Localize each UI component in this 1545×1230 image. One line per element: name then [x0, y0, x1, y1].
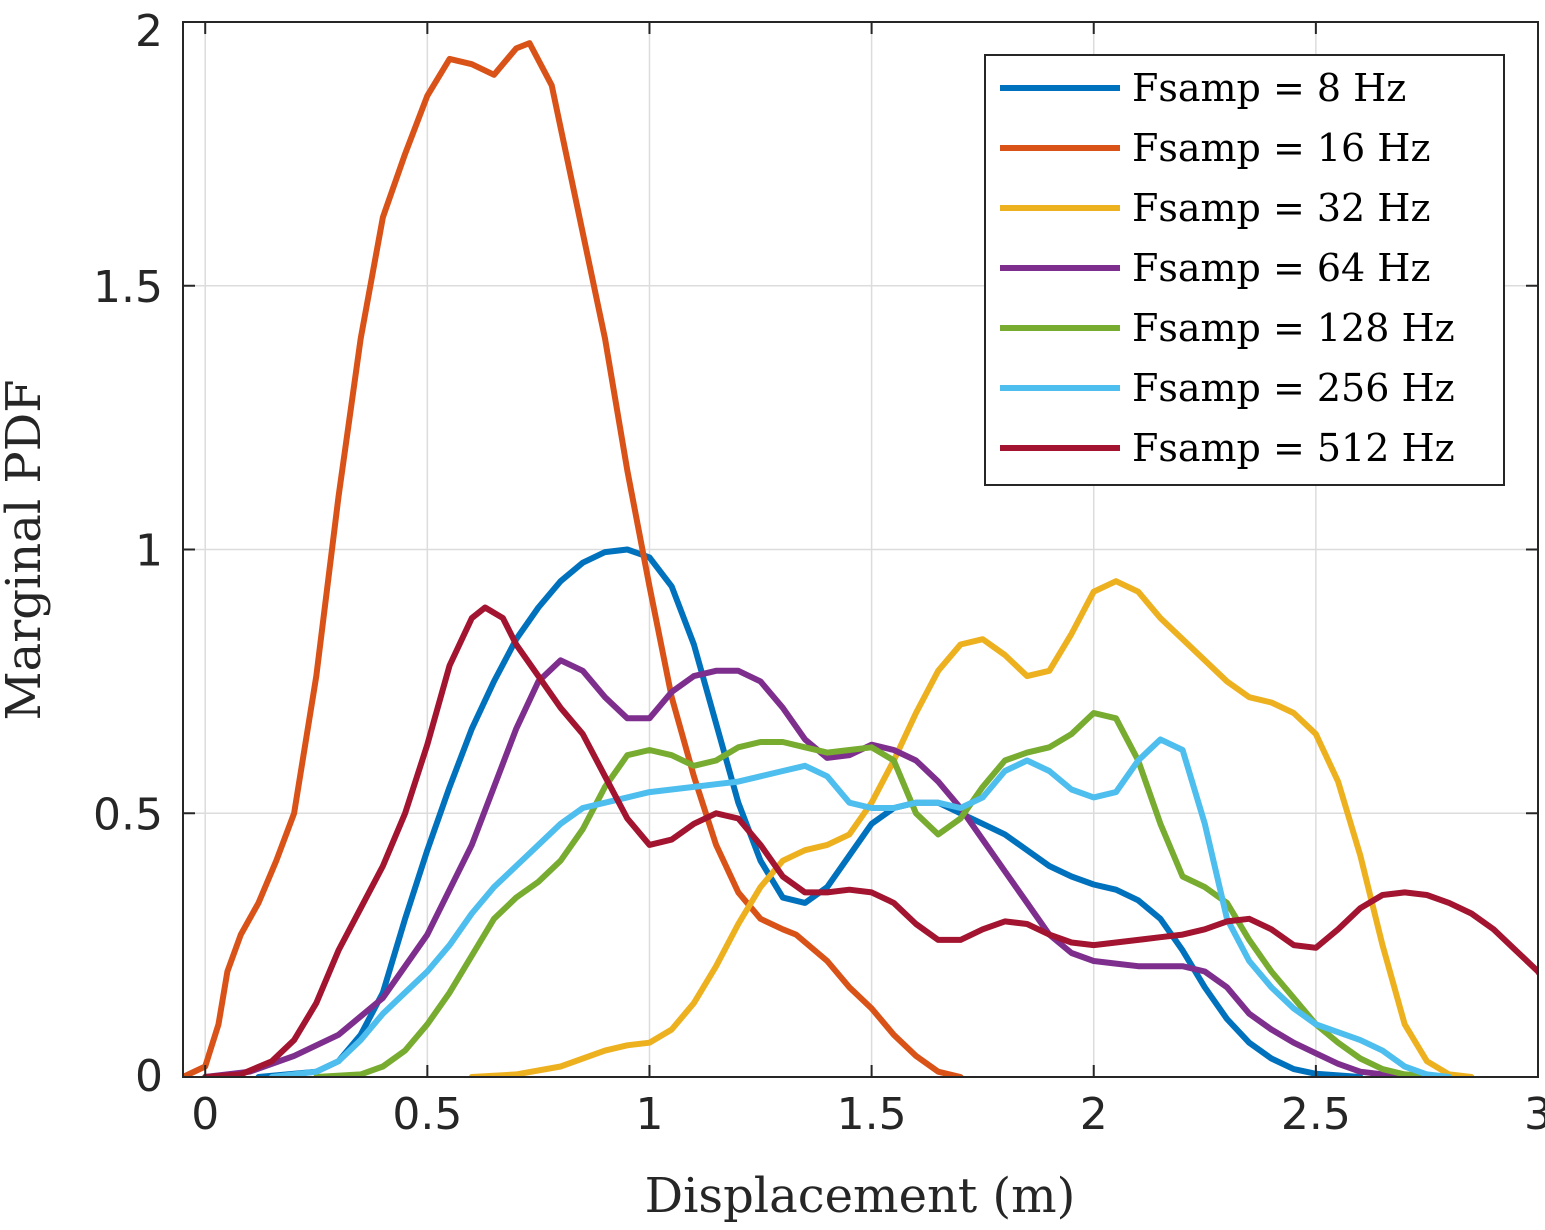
legend-label-8hz: Fsamp = 8 Hz	[1132, 66, 1406, 110]
y-tick-label: 2	[135, 6, 163, 57]
tick-labels: 0 0.5 1 1.5 2 2.5 3 0 0.5 1 1.5 2	[93, 6, 1545, 1140]
legend-label-512hz: Fsamp = 512 Hz	[1132, 426, 1455, 470]
x-axis-label: Displacement (m)	[645, 1168, 1076, 1224]
x-tick-label: 2.5	[1281, 1089, 1351, 1140]
series-line-32hz	[468, 578, 1475, 1077]
legend-label-256hz: Fsamp = 256 Hz	[1132, 366, 1455, 410]
y-tick-label: 0	[135, 1051, 163, 1102]
series-lines	[183, 40, 1538, 1077]
series-line-256hz	[268, 736, 1453, 1077]
series-line-128hz	[313, 710, 1453, 1077]
x-tick-label: 0	[191, 1089, 219, 1140]
legend-label-16hz: Fsamp = 16 Hz	[1132, 126, 1430, 170]
legend: Fsamp = 8 Hz Fsamp = 16 Hz Fsamp = 32 Hz Fs…	[984, 54, 1505, 486]
x-tick-label: 1.5	[837, 1089, 907, 1140]
legend-label-32hz: Fsamp = 32 Hz	[1132, 186, 1430, 230]
x-tick-label: 1	[635, 1089, 663, 1140]
series-line-16hz	[183, 40, 964, 1077]
axis-ticks	[183, 21, 1539, 1078]
legend-label-128hz: Fsamp = 128 Hz	[1132, 306, 1455, 350]
legend-label-64hz: Fsamp = 64 Hz	[1132, 246, 1430, 290]
x-tick-label: 2	[1080, 1089, 1108, 1140]
y-axis-label: Marginal PDF	[0, 379, 52, 720]
y-tick-label: 0.5	[93, 789, 163, 840]
y-tick-label: 1.5	[93, 262, 163, 313]
x-tick-label: 0.5	[392, 1089, 462, 1140]
series-line-512hz	[202, 604, 1538, 1077]
x-tick-label: 3	[1524, 1089, 1545, 1140]
y-tick-label: 1	[135, 526, 163, 577]
